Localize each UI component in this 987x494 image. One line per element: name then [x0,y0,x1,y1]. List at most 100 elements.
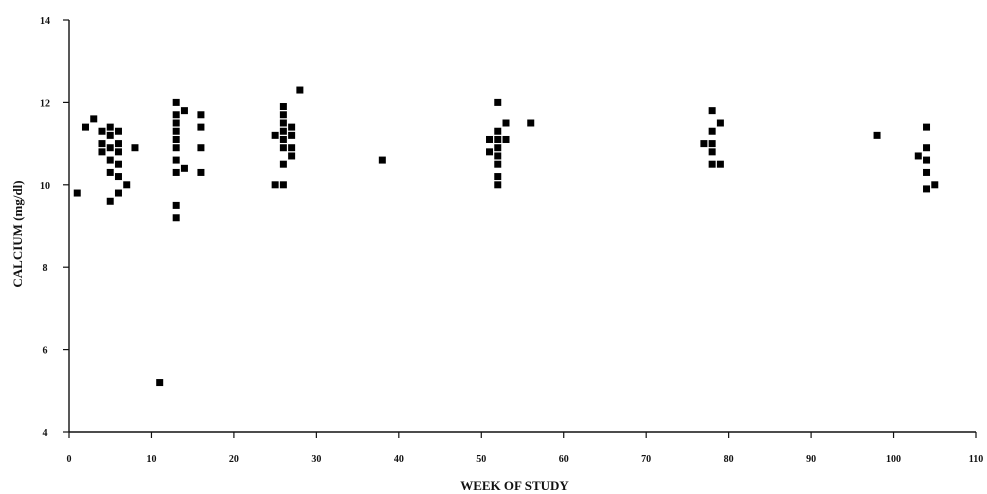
y-tick-label: 6 [43,346,48,357]
data-point [106,156,114,164]
data-point [494,144,502,152]
y-tick-label: 14 [40,16,50,27]
data-point [279,144,287,152]
y-tick-label: 4 [43,428,48,439]
data-point [494,127,502,135]
x-tick-label: 100 [886,454,901,465]
data-point [172,111,180,119]
data-point [172,119,180,127]
data-point [172,98,180,106]
data-point [197,144,205,152]
data-point [502,119,510,127]
data-point [279,119,287,127]
data-point [114,148,122,156]
data-point [106,131,114,139]
data-point [494,173,502,181]
data-point [716,119,724,127]
data-point [931,181,939,189]
data-point [378,156,386,164]
data-point [494,152,502,160]
data-point [279,181,287,189]
x-tick-label: 0 [67,454,72,465]
data-point [923,185,931,193]
data-point [708,140,716,148]
data-point [923,123,931,131]
data-point [73,189,81,197]
data-point [914,152,922,160]
x-tick-label: 50 [476,454,486,465]
data-point [81,123,89,131]
data-point [288,144,296,152]
data-point [494,160,502,168]
data-point [486,148,494,156]
data-point [114,127,122,135]
data-point [180,107,188,115]
data-point [172,135,180,143]
data-point [279,127,287,135]
x-tick-label: 80 [724,454,734,465]
y-tick-label: 10 [40,181,50,192]
y-axis-title: CALCIUM (mg/dl) [10,180,25,287]
data-point [296,86,304,94]
data-point [923,144,931,152]
data-point [172,127,180,135]
data-point [494,135,502,143]
data-point [271,131,279,139]
y-tick-label: 12 [40,98,50,109]
data-point [172,144,180,152]
data-point [923,156,931,164]
data-point [197,123,205,131]
data-point [279,160,287,168]
data-point [197,168,205,176]
data-point [279,103,287,111]
data-point [114,173,122,181]
x-tick-label: 30 [311,454,321,465]
data-point [114,160,122,168]
data-point [708,160,716,168]
data-point [180,164,188,172]
data-point [156,379,164,387]
data-point [486,135,494,143]
data-point [106,144,114,152]
data-point [923,168,931,176]
data-point [708,107,716,115]
data-point [106,168,114,176]
data-point [494,181,502,189]
data-point [197,111,205,119]
data-point [131,144,139,152]
y-ticks: 4 6 8 10 12 14 [40,16,69,439]
data-point [527,119,535,127]
y-tick-label: 8 [43,263,48,274]
data-point [288,131,296,139]
x-ticks: 0 10 20 30 40 50 60 70 80 90 100 110 [67,432,983,465]
data-point [279,111,287,119]
x-tick-label: 70 [641,454,651,465]
x-tick-label: 40 [394,454,404,465]
x-tick-label: 110 [969,454,983,465]
data-point [98,140,106,148]
x-tick-label: 20 [229,454,239,465]
data-point [700,140,708,148]
data-point [106,123,114,131]
data-point [98,127,106,135]
data-point [106,197,114,205]
data-point [123,181,131,189]
data-point [114,189,122,197]
x-tick-label: 60 [559,454,569,465]
x-tick-label: 10 [146,454,156,465]
data-point [172,168,180,176]
data-point [279,135,287,143]
data-point [114,140,122,148]
data-point [708,127,716,135]
data-point [172,156,180,164]
data-point [288,152,296,160]
data-point [502,135,510,143]
data-point [708,148,716,156]
data-point [494,98,502,106]
data-point [271,181,279,189]
x-tick-label: 90 [806,454,816,465]
x-axis-title: WEEK OF STUDY [460,478,569,493]
data-point [716,160,724,168]
axes [68,20,976,433]
